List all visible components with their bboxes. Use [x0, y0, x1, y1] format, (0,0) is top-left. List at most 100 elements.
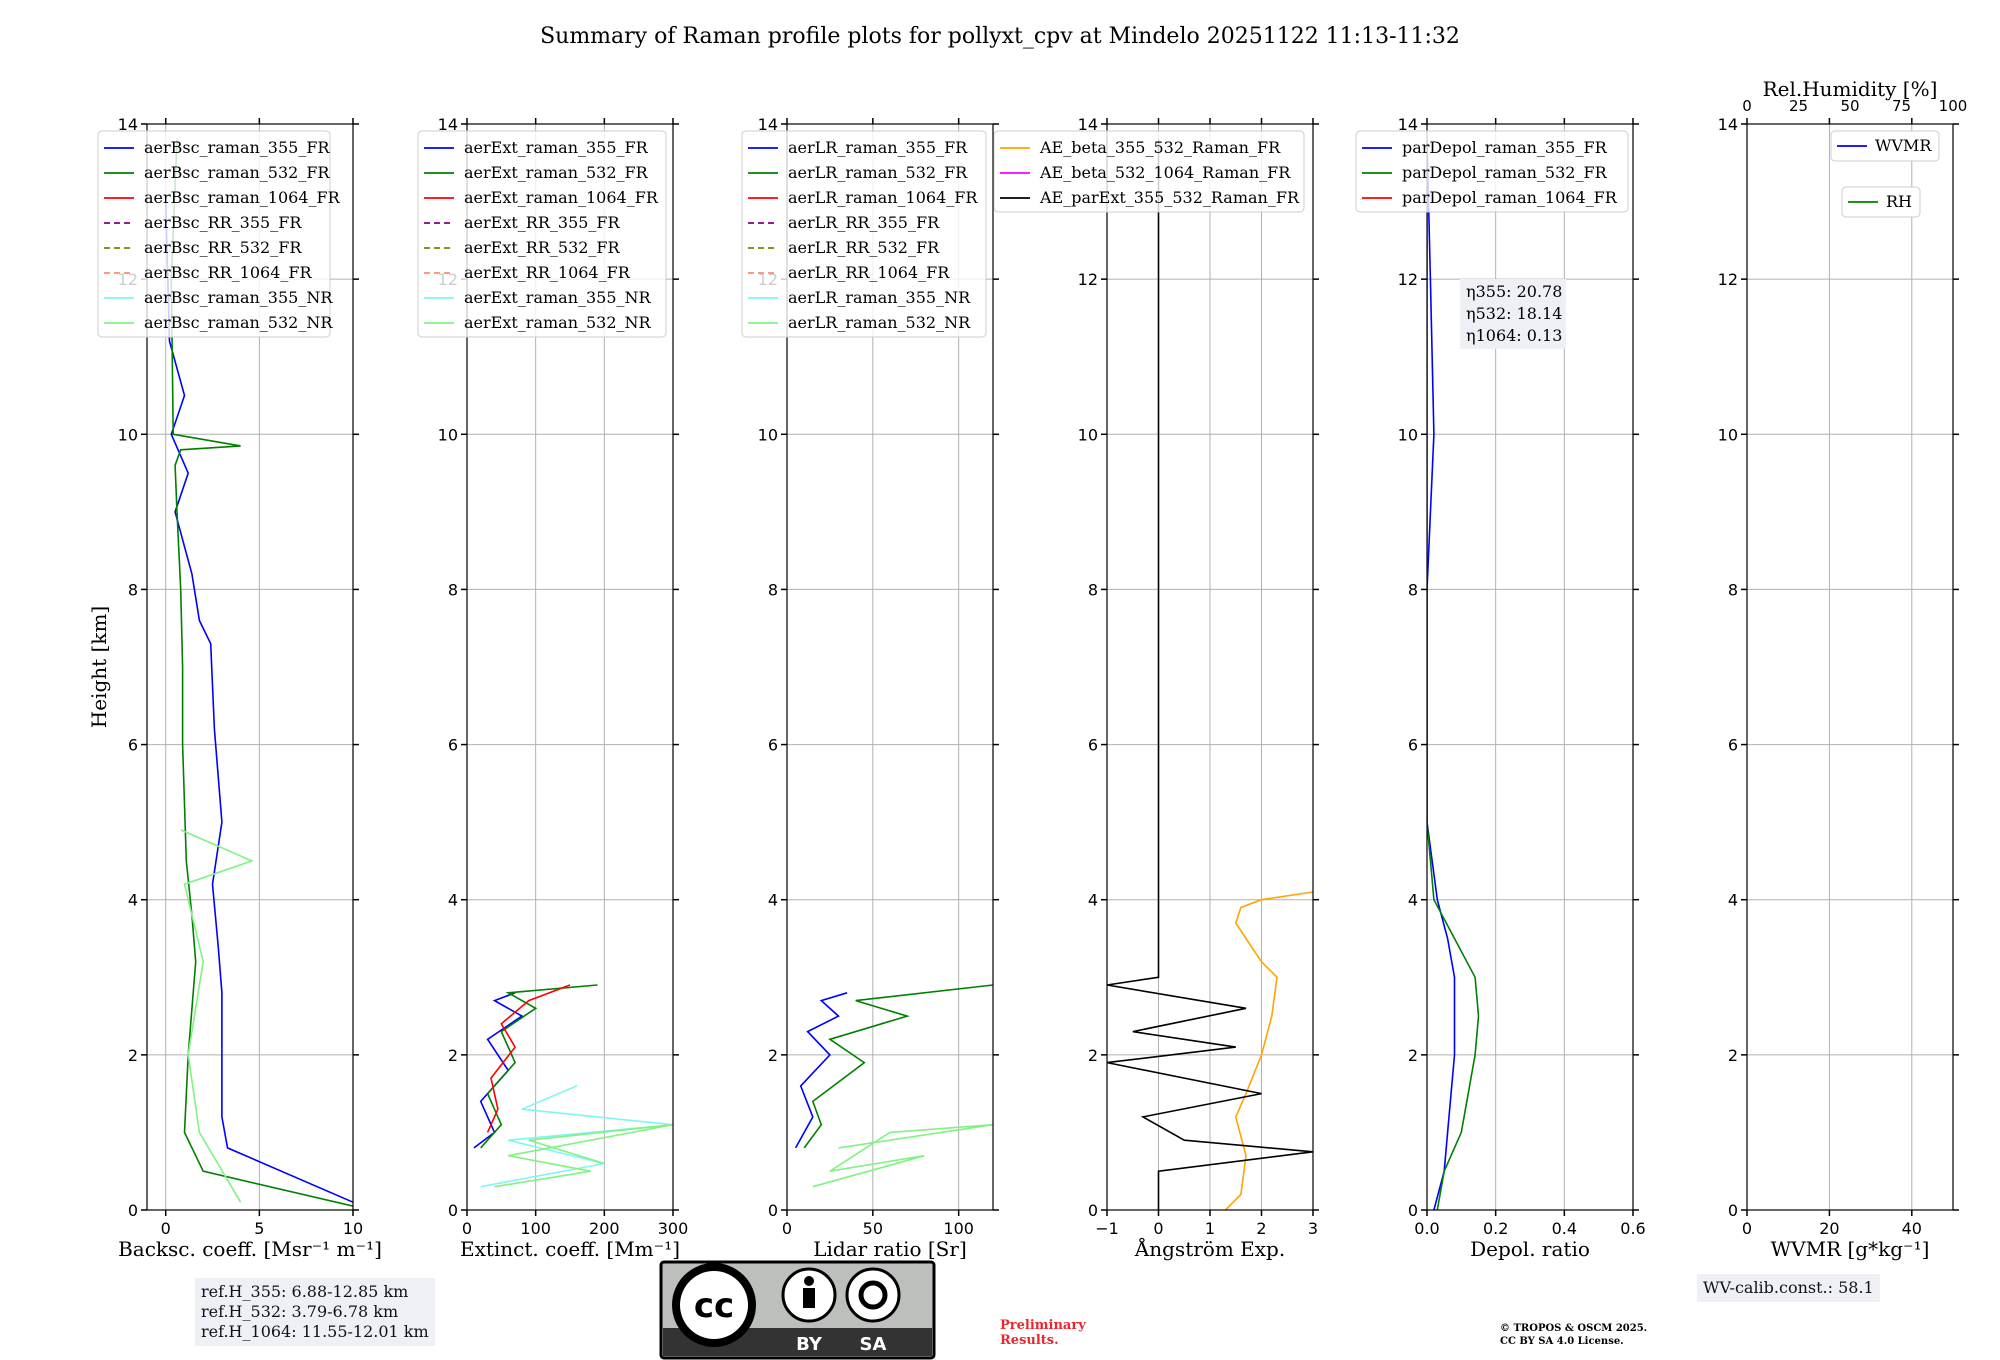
panel-depolarization: 0 2 4 6 8 10 12 14 0.0 0.2 0.4 0.6 Depol. ratio parDe… [1355, 115, 1646, 1261]
x-tick-label: 200 [589, 1219, 620, 1238]
x-tick-label: 0 [782, 1219, 792, 1238]
copyright-line-1: © TROPOS & OSCM 2025. [1500, 1323, 1648, 1334]
legend-entry: aerBsc_RR_532_FR [144, 238, 302, 257]
x-tick-label: 40 [1902, 1219, 1922, 1238]
x-tick-label: 100 [520, 1219, 551, 1238]
copyright-notice: © TROPOS & OSCM 2025. CC BY SA 4.0 Licen… [1500, 1322, 1647, 1348]
panel-backscatter: 024681012140510Backsc. coeff. [Msr⁻¹ m⁻¹… [87, 115, 382, 1261]
series-aerBsc_raman_355_FR [164, 201, 353, 1203]
y-tick-label: 14 [1718, 115, 1738, 134]
legend-entry: WVMR [1875, 136, 1932, 155]
y-tick-label: 2 [1728, 1046, 1738, 1065]
y-tick-label: 10 [118, 425, 138, 444]
y-tick-label: 4 [1408, 891, 1418, 910]
annotation-box [1460, 279, 1566, 349]
y-tick-label: 14 [758, 115, 778, 134]
y-tick-label: 2 [1088, 1046, 1098, 1065]
y-tick-label: 12 [1718, 270, 1738, 289]
y-tick-label: 0 [1088, 1201, 1098, 1220]
y-tick-label: 4 [768, 891, 778, 910]
top-x-tick-label: 25 [1789, 97, 1808, 115]
copyright-line-2: CC BY SA 4.0 License. [1500, 1336, 1624, 1347]
x-tick-label: 1 [1205, 1219, 1215, 1238]
top-x-axis-label: Rel.Humidity [%] [1763, 77, 1938, 101]
legend-entry: aerExt_raman_355_NR [464, 288, 652, 307]
y-tick-label: 4 [448, 891, 458, 910]
y-tick-label: 0 [768, 1201, 778, 1220]
x-axis-label: Depol. ratio [1470, 1237, 1590, 1261]
series-aerLR_raman_355_FR [794, 992, 848, 1149]
y-tick-label: 14 [118, 115, 138, 134]
x-axis-label: Extinct. coeff. [Mm⁻¹] [460, 1237, 680, 1261]
legend-box [1355, 130, 1629, 213]
share-alike-icon [845, 1267, 901, 1323]
legend-box [97, 130, 331, 338]
legend-entry: aerLR_raman_355_NR [788, 288, 971, 307]
legend-entry: aerLR_raman_355_FR [788, 138, 968, 157]
series-parDepol_raman_355_FR [1427, 139, 1456, 1210]
preliminary-line-1: Preliminary [1000, 1318, 1086, 1333]
axes-frame [146, 123, 354, 1211]
legend-entry: aerBsc_raman_355_NR [144, 288, 333, 307]
legend-entry: parDepol_raman_1064_FR [1402, 188, 1618, 207]
series-aerBsc_raman_532_NR [180, 829, 255, 1203]
legend-entry: aerExt_RR_532_FR [464, 238, 621, 257]
svg-text:cc: cc [694, 1286, 734, 1326]
legend-box [1830, 130, 1940, 162]
eta-annotation: η355: 20.78 η532: 18.14 η1064: 0.13 [1460, 279, 1566, 349]
series-group [1107, 139, 1313, 1210]
ref-height-532: ref.H_532: 3.79-6.78 km [201, 1302, 399, 1321]
axes-frame [786, 123, 994, 1211]
y-tick-label: 14 [438, 115, 458, 134]
y-tick-label: 10 [1398, 425, 1418, 444]
x-tick-label: 3 [1308, 1219, 1318, 1238]
legend-box [993, 130, 1305, 213]
y-tick-label: 8 [1728, 580, 1738, 599]
legend-entry: aerBsc_RR_1064_FR [144, 263, 313, 282]
y-tick-label: 0 [448, 1201, 458, 1220]
y-tick-label: 2 [128, 1046, 138, 1065]
badge-by-label: BY [796, 1334, 823, 1355]
legend-entry: RH [1886, 192, 1912, 211]
top-x-tick-label: 100 [1939, 97, 1968, 115]
series-group [794, 984, 993, 1188]
y-tick-label: 0 [1408, 1201, 1418, 1220]
x-tick-label: 0 [1742, 1219, 1752, 1238]
x-tick-label: 0 [1153, 1219, 1163, 1238]
annotation-line: η355: 20.78 [1466, 282, 1562, 301]
legend: aerLR_raman_355_FR aerLR_raman_532_FR aerL… [741, 130, 987, 338]
y-tick-label: 8 [1088, 580, 1098, 599]
legend: AE_beta_355_532_Raman_FR AE_beta_532_1064… [993, 130, 1305, 213]
panel-lidar-ratio: 02468101214050100Lidar ratio [Sr]aerLR_r… [741, 115, 999, 1261]
wv-calibration-constant: WV-calib.const.: 58.1 [1697, 1274, 1880, 1302]
legend-entry: aerExt_RR_355_FR [464, 213, 621, 232]
y-tick-label: 2 [448, 1046, 458, 1065]
series-aerExt_raman_1064_FR [486, 984, 571, 1133]
x-tick-label: 0 [462, 1219, 472, 1238]
legend-entry: aerLR_RR_355_FR [788, 213, 940, 232]
series-aerLR_raman_532_FR [803, 984, 993, 1149]
cc-icon [680, 1271, 748, 1339]
x-axis-label: Ångström Exp. [1134, 1236, 1285, 1261]
y-tick-label: 14 [1078, 115, 1098, 134]
legend: parDepol_raman_355_FR parDepol_raman_532_… [1355, 130, 1629, 213]
legend-entry: aerBsc_raman_532_FR [144, 163, 330, 182]
figure-title: Summary of Raman profile plots for polly… [540, 24, 1460, 49]
legend-entry: aerExt_raman_532_FR [464, 163, 649, 182]
legend-box [417, 130, 667, 338]
legend: aerExt_raman_355_FR aerExt_raman_532_FRae… [417, 130, 667, 338]
y-tick-label: 10 [1078, 425, 1098, 444]
y-tick-label: 6 [768, 736, 778, 755]
x-tick-label: 100 [943, 1219, 974, 1238]
y-tick-label: 6 [448, 736, 458, 755]
series-aerBsc_raman_532_FR [170, 139, 353, 1207]
x-axis-label: Lidar ratio [Sr] [813, 1237, 967, 1261]
preliminary-notice: Preliminary Results. [1000, 1318, 1086, 1348]
y-tick-label: 4 [128, 891, 138, 910]
annotation-line: η1064: 0.13 [1466, 326, 1562, 345]
x-tick-label: 20 [1819, 1219, 1839, 1238]
legend-entry: aerExt_raman_1064_FR [464, 188, 659, 207]
y-tick-label: 12 [1078, 270, 1098, 289]
legend-box [1841, 186, 1921, 218]
